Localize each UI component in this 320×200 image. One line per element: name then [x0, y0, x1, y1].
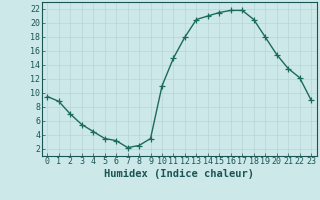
X-axis label: Humidex (Indice chaleur): Humidex (Indice chaleur) [104, 169, 254, 179]
